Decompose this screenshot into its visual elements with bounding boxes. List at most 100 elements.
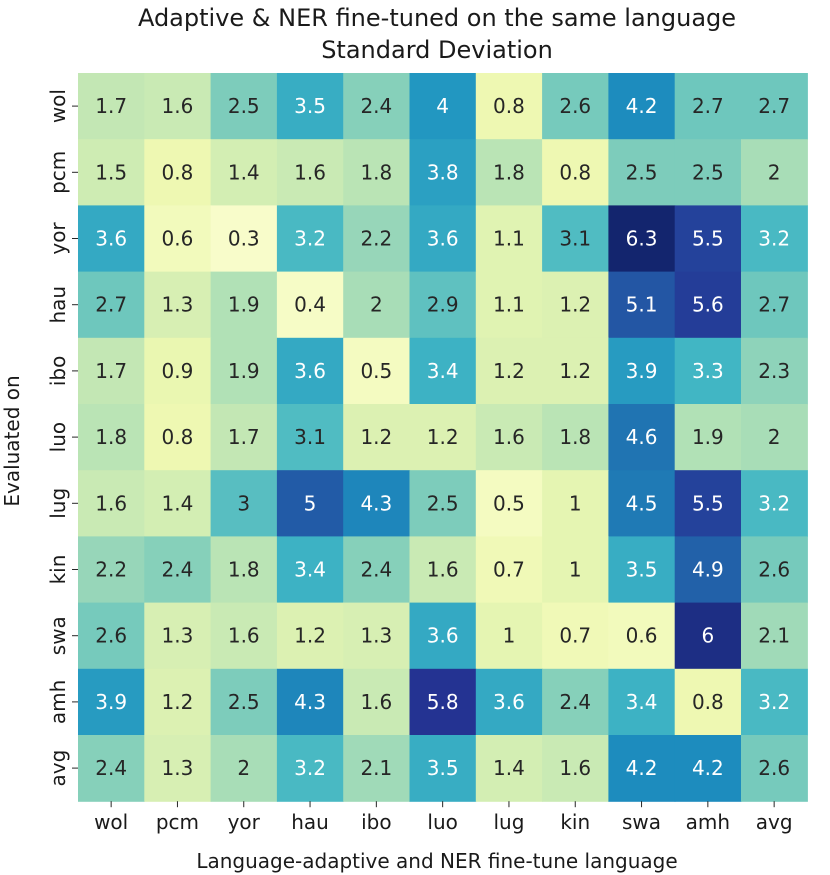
heatmap-cell: [741, 337, 808, 405]
x-tick-label: avg: [756, 810, 793, 834]
heatmap-cell-value: 4.2: [692, 756, 724, 780]
heatmap-cell-value: 2.4: [360, 558, 392, 582]
heatmap-cell: [674, 73, 742, 140]
heatmap-cell-value: 1: [569, 558, 582, 582]
heatmap-cell: [78, 404, 145, 471]
heatmap-cell: [674, 404, 742, 471]
heatmap-cell: [343, 668, 411, 736]
heatmap-cell: [608, 73, 676, 140]
x-tick-label: wol: [94, 810, 128, 834]
heatmap-cell-value: 1.8: [360, 160, 392, 184]
heatmap-cell-value: 2.7: [758, 293, 790, 317]
heatmap-cell: [343, 735, 411, 802]
heatmap-cell: [144, 602, 212, 670]
heatmap-cell-value: 1.5: [95, 160, 127, 184]
heatmap-cell: [741, 271, 808, 339]
heatmap-cell: [276, 271, 344, 339]
heatmap-cell: [343, 205, 411, 273]
heatmap-cell: [78, 205, 145, 273]
heatmap-cell: [343, 271, 411, 339]
heatmap-cell: [409, 337, 477, 405]
heatmap-cell: [409, 139, 477, 206]
heatmap-cell-value: 3.4: [294, 558, 326, 582]
heatmap-cell-value: 1.6: [162, 94, 194, 118]
heatmap-cell-value: 1.7: [228, 425, 260, 449]
heatmap-cell: [409, 271, 477, 339]
heatmap-cell-value: 2.6: [95, 624, 127, 648]
heatmap-cell: [608, 139, 676, 206]
heatmap-cell-value: 0.9: [162, 359, 194, 383]
heatmap-cell: [144, 735, 212, 802]
heatmap-cell: [144, 271, 212, 339]
heatmap-cell-value: 1.2: [493, 359, 525, 383]
heatmap-cell-value: 0.6: [162, 227, 194, 251]
heatmap-cell-value: 1.6: [493, 425, 525, 449]
heatmap-cell-value: 2.7: [758, 94, 790, 118]
heatmap-cell-value: 4.2: [626, 756, 658, 780]
heatmap-cell: [276, 73, 344, 140]
heatmap-cell: [276, 139, 344, 206]
heatmap-cell-value: 3.6: [427, 227, 459, 251]
heatmap-cell-value: 0.3: [228, 227, 260, 251]
heatmap-cell: [210, 271, 278, 339]
heatmap-cell-value: 2.1: [360, 756, 392, 780]
heatmap-cell-value: 1.1: [493, 227, 525, 251]
heatmap-cell-value: 2.5: [228, 94, 260, 118]
x-tick-label: amh: [686, 810, 730, 834]
heatmap-cell: [674, 735, 742, 802]
heatmap-cell: [409, 73, 477, 140]
heatmap-cell-value: 0.8: [162, 425, 194, 449]
heatmap-cell-value: 0.5: [493, 491, 525, 515]
heatmap-cell: [78, 668, 145, 736]
heatmap-cell-value: 3.5: [294, 94, 326, 118]
heatmap-cell: [542, 205, 609, 273]
heatmap-cell: [78, 536, 145, 604]
heatmap-cell-value: 2.3: [758, 359, 790, 383]
heatmap-cell: [542, 470, 609, 537]
heatmap-cell-value: 3.8: [427, 160, 459, 184]
heatmap-cell-value: 1.3: [360, 624, 392, 648]
heatmap-cell-value: 5.5: [692, 227, 724, 251]
heatmap-cell: [608, 404, 676, 471]
heatmap-cell: [741, 404, 808, 471]
heatmap-cell-value: 0.5: [360, 359, 392, 383]
heatmap-cell-value: 2: [237, 756, 250, 780]
heatmap-cell: [608, 337, 676, 405]
heatmap-cell-value: 1.2: [427, 425, 459, 449]
heatmap-cell: [608, 205, 676, 273]
heatmap-cell-value: 2.2: [95, 558, 127, 582]
heatmap-cell-value: 1.2: [360, 425, 392, 449]
x-tick-label: kin: [560, 810, 590, 834]
y-tick-label: lug: [46, 488, 70, 519]
heatmap-cell: [475, 73, 543, 140]
heatmap-cell: [674, 337, 742, 405]
heatmap-cell-value: 3.4: [427, 359, 459, 383]
heatmap-cell: [608, 536, 676, 604]
heatmap-cell-value: 0.8: [162, 160, 194, 184]
heatmap-cell: [475, 536, 543, 604]
heatmap-cell-value: 0.7: [559, 624, 591, 648]
heatmap-cell: [542, 139, 609, 206]
heatmap-cell-value: 3: [237, 491, 250, 515]
heatmap-cell-value: 1.7: [95, 94, 127, 118]
heatmap-cell: [475, 139, 543, 206]
y-tick-label: wol: [46, 89, 70, 123]
heatmap-cell-value: 1.8: [493, 160, 525, 184]
heatmap-cell: [144, 470, 212, 537]
heatmap-cell-value: 1: [503, 624, 516, 648]
heatmap-cell-value: 4.9: [692, 558, 724, 582]
heatmap-cell-value: 0.4: [294, 293, 326, 317]
heatmap-cell-value: 0.8: [692, 690, 724, 714]
heatmap-cells: 1.7 1.6 2.5 3.5 2.4 4 0.8 2.6 4.2 2.7 2.7 1.5 0.8 1.4…: [78, 73, 808, 802]
heatmap-cell-value: 3.9: [95, 690, 127, 714]
heatmap-cell-value: 3.2: [758, 227, 790, 251]
heatmap-cell: [78, 139, 145, 206]
x-tick-label: hau: [291, 810, 329, 834]
heatmap-cell-value: 3.1: [294, 425, 326, 449]
heatmap-cell-value: 3.6: [95, 227, 127, 251]
x-tick-label: lug: [493, 810, 524, 834]
heatmap-cell: [475, 205, 543, 273]
chart-subtitle: Standard Deviation: [321, 36, 553, 64]
heatmap-cell-value: 4: [436, 94, 449, 118]
